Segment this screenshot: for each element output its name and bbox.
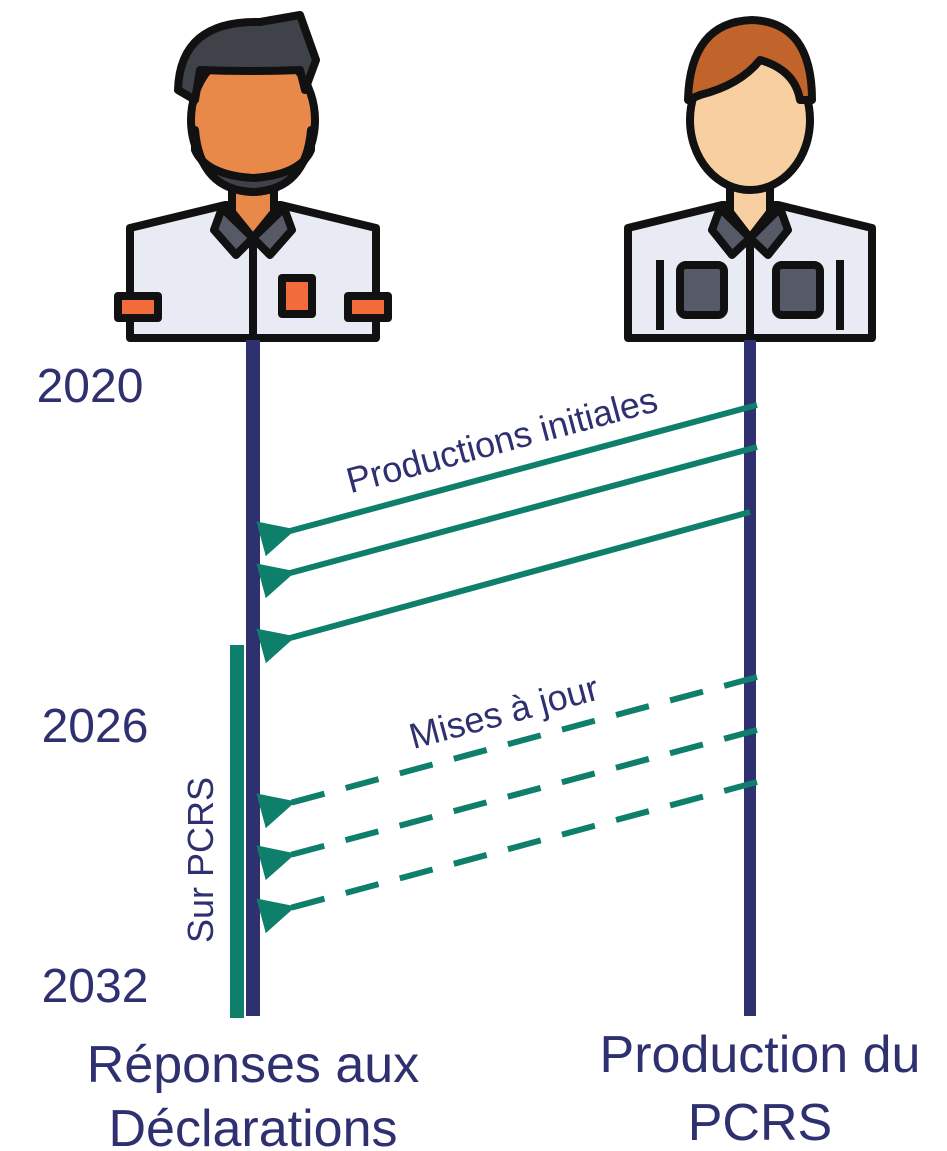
message-label: Mises à jour: [405, 667, 603, 757]
actor-label: PCRS: [688, 1094, 832, 1151]
arrow: [290, 730, 757, 855]
sequence-diagram: 2020 2026 2032 Productions initiales Mis…: [0, 0, 947, 1151]
actor-label: Production du: [600, 1026, 921, 1084]
year-label: 2026: [42, 700, 149, 753]
period-label: Sur PCRS: [180, 777, 221, 943]
year-label: 2020: [37, 360, 144, 413]
actor-label: Déclarations: [108, 1100, 397, 1151]
actor-icon-right: [628, 20, 872, 338]
arrow: [290, 782, 757, 908]
year-label: 2032: [42, 960, 149, 1013]
actor-label: Réponses aux: [87, 1036, 419, 1094]
arrow: [290, 512, 750, 638]
actor-icon-left: [118, 15, 388, 338]
